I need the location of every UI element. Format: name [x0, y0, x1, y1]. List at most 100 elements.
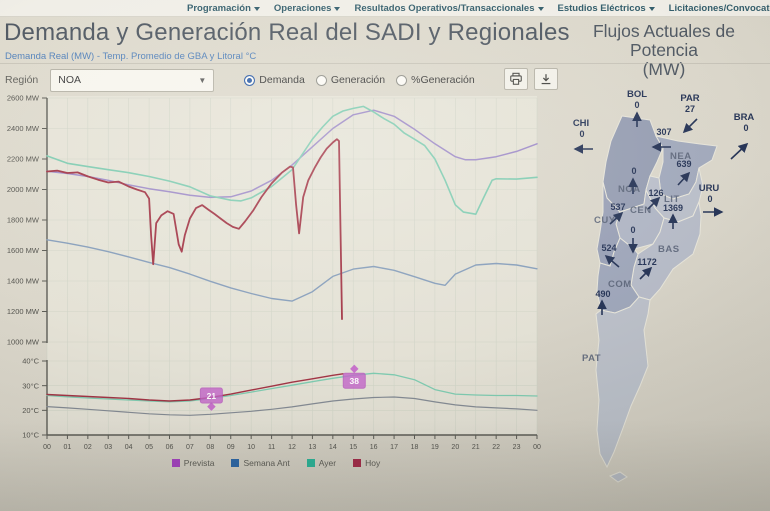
svg-text:20°C: 20°C: [22, 406, 39, 415]
demand-temperature-chart: 2600 MW 2400 MW 2200 MW 2000 MW 1800 MW 1600 …: [0, 94, 552, 458]
nav-item-resultados-operativos-transaccionales[interactable]: Resultados Operativos/Transaccionales: [354, 2, 544, 14]
flow-internal-10: 537: [609, 202, 626, 225]
flow-value: 0: [631, 166, 636, 176]
legend-swatch: [306, 459, 315, 467]
flow-internal-14: 490: [595, 289, 611, 315]
radio-generaci-n[interactable]: Generación: [315, 74, 385, 86]
flow-value: 27: [685, 104, 695, 114]
flow-value: 0: [634, 100, 639, 110]
nav-item-label: Resultados Operativos/Transaccionales: [354, 2, 535, 14]
chart-svg: 2600 MW 2400 MW 2200 MW 2000 MW 1800 MW 1600 …: [7, 94, 541, 451]
svg-text:2400 MW: 2400 MW: [7, 124, 40, 133]
radio-generaci-n[interactable]: %Generación: [396, 74, 475, 86]
page-subtitle: Demanda Real (MW) - Temp. Promedio de GB…: [5, 51, 257, 62]
flow-value: 126: [648, 188, 663, 198]
svg-text:1600 MW: 1600 MW: [7, 246, 40, 255]
svg-text:30°C: 30°C: [22, 381, 39, 390]
download-button[interactable]: [534, 68, 558, 90]
series-semana-ant-temp: [46, 396, 538, 416]
region-select[interactable]: NOA ▼: [50, 68, 215, 92]
map-region-label-cen: CEN: [630, 205, 652, 216]
flow-country-label: URU: [699, 183, 720, 194]
svg-text:10°C: 10°C: [22, 431, 39, 440]
flow-arrow-icon: [647, 196, 661, 210]
nav-item-label: Operaciones: [273, 2, 332, 14]
svg-text:2000 MW: 2000 MW: [7, 185, 40, 194]
page-title: Demanda y Generación Real del SADI y Reg…: [4, 19, 570, 46]
svg-text:19: 19: [431, 444, 439, 451]
svg-text:04: 04: [125, 444, 133, 451]
nav-item-licitaciones-convocatorias[interactable]: Licitaciones/Convocatorias: [669, 3, 770, 14]
temp-marker-diamond-icon: [207, 402, 216, 411]
svg-text:02: 02: [84, 444, 92, 451]
legend-item-semana-ant[interactable]: Semana Ant: [231, 458, 290, 468]
legend-swatch: [353, 459, 362, 467]
svg-text:17: 17: [390, 444, 398, 451]
svg-text:1200 MW: 1200 MW: [7, 307, 40, 316]
map-region-label-pat: PAT: [582, 353, 601, 364]
svg-text:07: 07: [186, 444, 194, 451]
map-region-com: [596, 237, 640, 314]
map-panel-title-line2: (MW): [642, 58, 686, 79]
map-regions: [595, 115, 718, 483]
print-button[interactable]: [504, 68, 528, 90]
nav-item-estudios-el-ctricos[interactable]: Estudios Eléctricos: [558, 3, 655, 14]
map-region-label-noa: NOA: [618, 184, 641, 195]
svg-text:03: 03: [104, 444, 112, 451]
temp-marker-value: 21: [207, 391, 217, 401]
chart-toolbar: [504, 68, 558, 90]
temp-marker-diamond-icon: [350, 364, 359, 374]
legend-label: Ayer: [318, 458, 337, 468]
temp-marker-value: 38: [350, 376, 360, 386]
series-semana-ant: [46, 239, 538, 302]
radio-demanda[interactable]: Demanda: [244, 74, 305, 86]
legend-item-hoy[interactable]: Hoy: [353, 458, 380, 468]
flow-internal-8: 126: [647, 188, 664, 210]
svg-text:2600 MW: 2600 MW: [7, 94, 40, 103]
nav-item-programaci-n[interactable]: Programación: [187, 3, 260, 14]
chevron-down-icon: [648, 6, 655, 11]
download-icon: [541, 74, 551, 85]
forecast-temperature-markers: 21 38: [199, 364, 366, 411]
svg-text:21: 21: [472, 444, 480, 451]
nav-item-operaciones[interactable]: Operaciones: [274, 3, 341, 14]
legend-item-prevista[interactable]: Prevista: [171, 458, 214, 468]
chart-legend: Prevista Semana Ant Ayer Hoy: [0, 458, 552, 468]
flow-arrow-icon: [677, 171, 691, 186]
flow-value: 0: [707, 194, 712, 204]
argentina-map-svg: NOANEALITCENCUYBASCOMPATBOL0PAR27BRA0CHI…: [573, 89, 755, 483]
svg-text:13: 13: [309, 444, 317, 451]
svg-text:22: 22: [492, 444, 500, 451]
map-region-label-bas: BAS: [658, 244, 680, 255]
series-hoy: [46, 138, 343, 321]
flow-value: 307: [656, 127, 671, 137]
radio-unselected-icon: [396, 74, 408, 86]
flow-arrow-icon: [609, 211, 624, 225]
legend-swatch: [231, 459, 240, 467]
svg-text:11: 11: [268, 444, 275, 451]
nav-item-label: Programación: [187, 2, 251, 14]
chevron-down-icon: [253, 6, 260, 11]
flow-value: 537: [610, 202, 625, 212]
top-nav: Programación Operaciones Resultados Operat…: [0, 0, 770, 17]
map-panel-title-line1: Flujos Actuales de Potencia: [592, 21, 736, 60]
flow-internal-12: 524: [601, 243, 620, 268]
legend-item-ayer[interactable]: Ayer: [306, 458, 337, 468]
flow-internal-13: 1172: [637, 257, 657, 280]
nav-item-label: Licitaciones/Convocatorias: [668, 2, 770, 14]
flow-value: 1172: [637, 257, 657, 267]
flow-country-label: PAR: [680, 93, 699, 104]
map-region-labels: NOA NEA LIT CEN CUY BAS COM PAT: [582, 151, 691, 364]
svg-text:01: 01: [64, 444, 72, 451]
flow-internal-5: 639: [676, 159, 692, 186]
axis-labels: 2600 MW 2400 MW 2200 MW 2000 MW 1800 MW 1600 …: [7, 94, 541, 451]
flow-arrow-icon: [682, 118, 698, 134]
flow-value: 0: [579, 129, 584, 139]
flow-internal-9: 1369: [663, 203, 683, 229]
series-ayer: [46, 105, 538, 215]
flow-country-label: BRA: [734, 112, 755, 123]
